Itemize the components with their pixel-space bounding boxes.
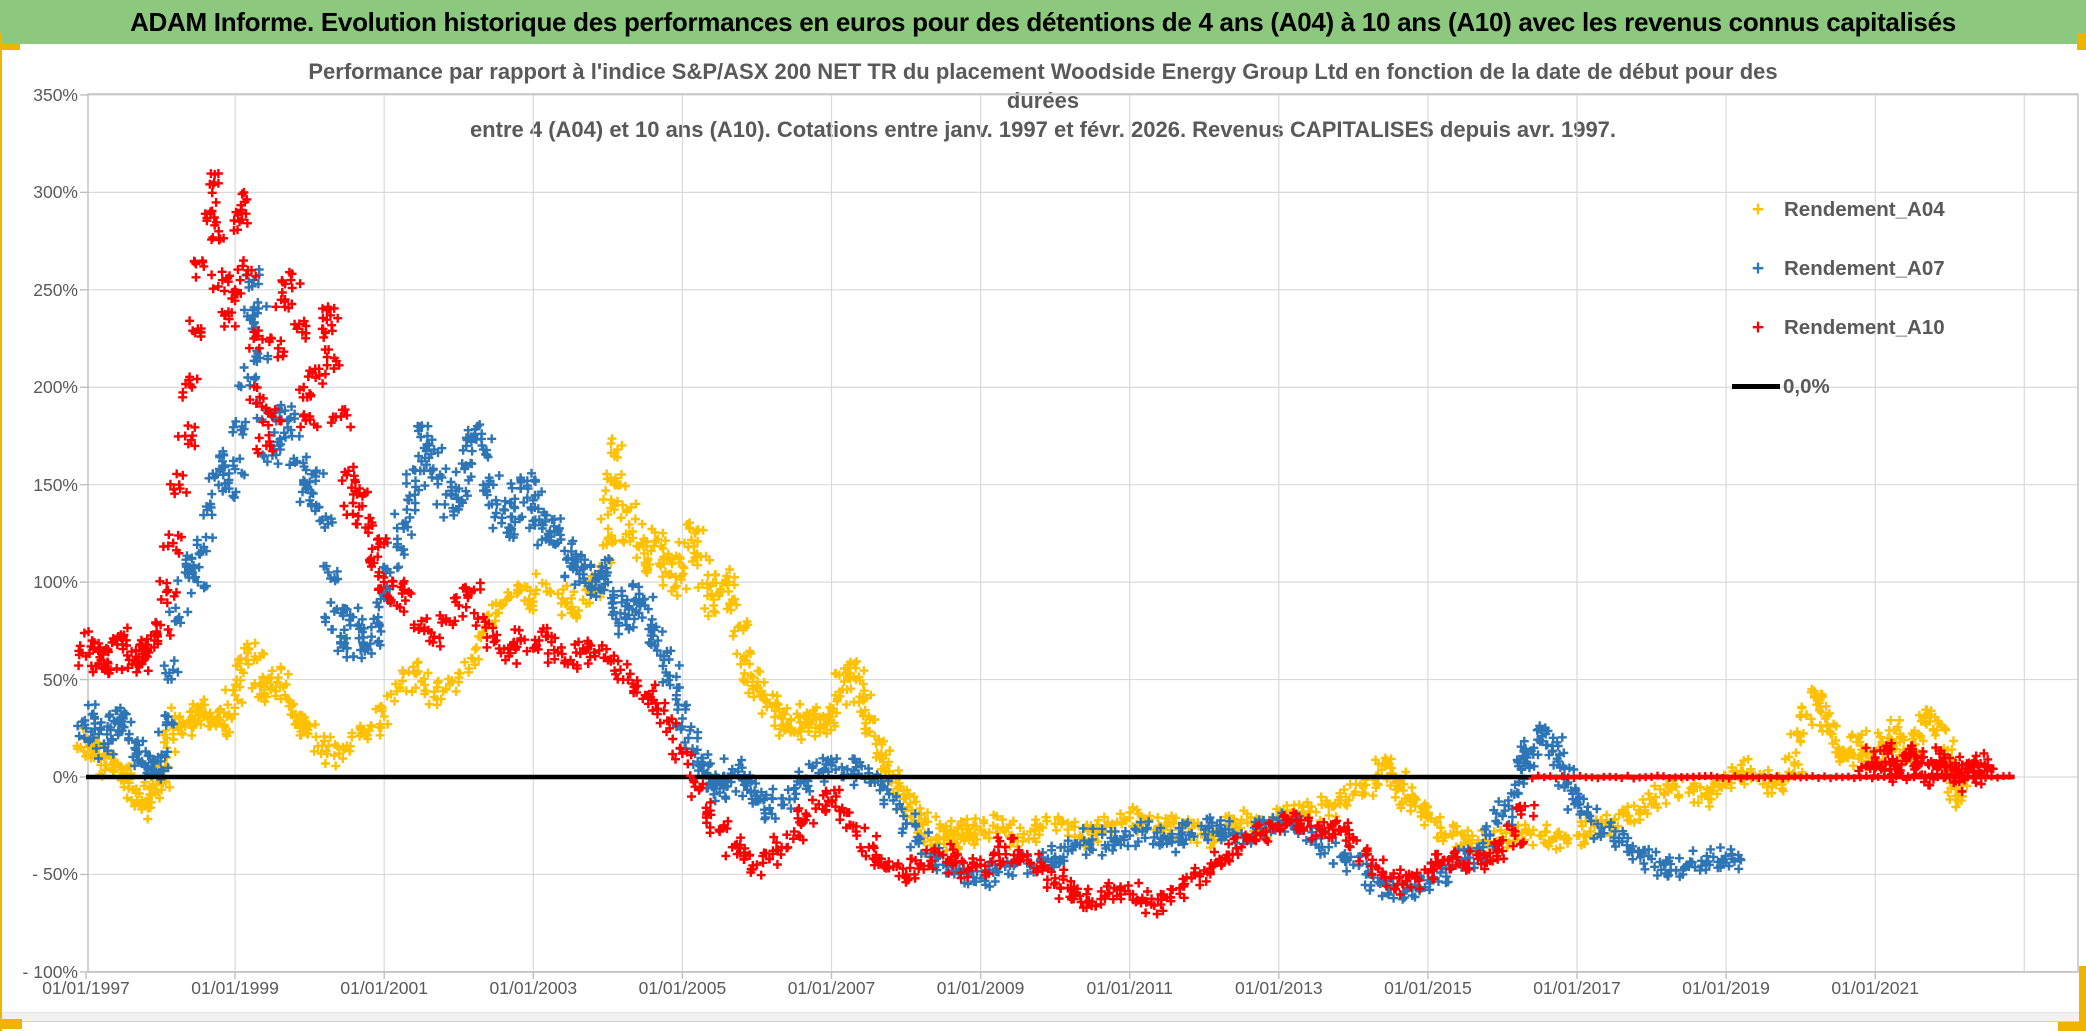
legend-item-zero-line: 0,0% (1732, 357, 1945, 416)
x-axis-tick-label: 01/01/2003 (489, 978, 578, 998)
y-axis-tick-label: 150% (33, 474, 78, 495)
x-axis-tick-label: 01/01/2015 (1384, 978, 1472, 998)
page-banner: ADAM Informe. Evolution historique des p… (0, 0, 2086, 44)
y-axis-tick-label: - 50% (32, 864, 78, 885)
accent-top-right (2077, 33, 2086, 50)
x-axis-tick-label: 01/01/2019 (1682, 978, 1770, 998)
plus-marker-icon: + (1751, 257, 1765, 280)
accent-bottom-right-vertical (2079, 966, 2086, 1031)
accent-bottom-right-horizontal (2058, 1022, 2086, 1031)
x-axis-tick-label: 01/01/1997 (42, 978, 130, 998)
legend-item-rendement-a04: + Rendement_A04 (1732, 180, 1945, 239)
x-axis-tick-label: 01/01/2021 (1831, 978, 1919, 998)
chart-title-line-3: entre 4 (A04) et 10 ans (A10). Cotations… (469, 117, 1617, 142)
legend-label-a04: Rendement_A04 (1784, 197, 1945, 221)
plus-marker-icon: + (1751, 316, 1765, 339)
chart-title-line-2: durées (1006, 88, 1080, 113)
page-banner-title: ADAM Informe. Evolution historique des p… (130, 6, 1956, 37)
y-axis-tick-label: 250% (33, 279, 78, 300)
chart-legend: + Rendement_A04 + Rendement_A07 + Rendem… (1732, 180, 1945, 416)
legend-label-a10: Rendement_A10 (1784, 315, 1945, 339)
y-axis-tick-label: 100% (33, 572, 78, 593)
y-axis-tick-label: - 100% (22, 961, 78, 982)
plus-marker-icon: + (1751, 198, 1765, 221)
x-axis-tick-label: 01/01/2009 (936, 978, 1025, 998)
accent-left-strip (0, 33, 2, 1031)
chart-title: Performance par rapport à l'indice S&P/A… (143, 57, 1943, 144)
legend-label-a07: Rendement_A07 (1784, 256, 1945, 280)
x-axis-tick-label: 01/01/1999 (191, 978, 279, 998)
x-axis-tick-label: 01/01/2013 (1235, 978, 1323, 998)
x-axis-tick-label: 01/01/2017 (1533, 978, 1621, 998)
accent-bottom-left (2, 1019, 22, 1029)
chart-title-line-1: Performance par rapport à l'indice S&P/A… (308, 59, 1778, 84)
x-axis-tick-label: 01/01/2007 (787, 978, 876, 998)
accent-top-left (2, 44, 20, 50)
y-axis-tick-label: 0% (52, 767, 78, 787)
sheet-bottom-edge (0, 1012, 2086, 1022)
legend-item-rendement-a10: + Rendement_A10 (1732, 298, 1945, 357)
series-Rendement_A10 (74, 169, 2014, 919)
x-axis-tick-label: 01/01/2005 (638, 978, 727, 998)
y-axis-tick-label: 200% (33, 377, 78, 398)
x-axis-tick-label: 01/01/2001 (340, 978, 428, 998)
y-axis-tick-label: 50% (42, 669, 78, 690)
legend-label-zero: 0,0% (1783, 374, 1830, 398)
x-axis-tick-label: 01/01/2011 (1086, 978, 1173, 998)
y-axis-tick-label: 350% (33, 84, 78, 105)
y-axis-tick-label: 300% (33, 182, 78, 203)
legend-item-rendement-a07: + Rendement_A07 (1732, 239, 1945, 298)
zero-line-swatch-icon (1732, 384, 1780, 389)
